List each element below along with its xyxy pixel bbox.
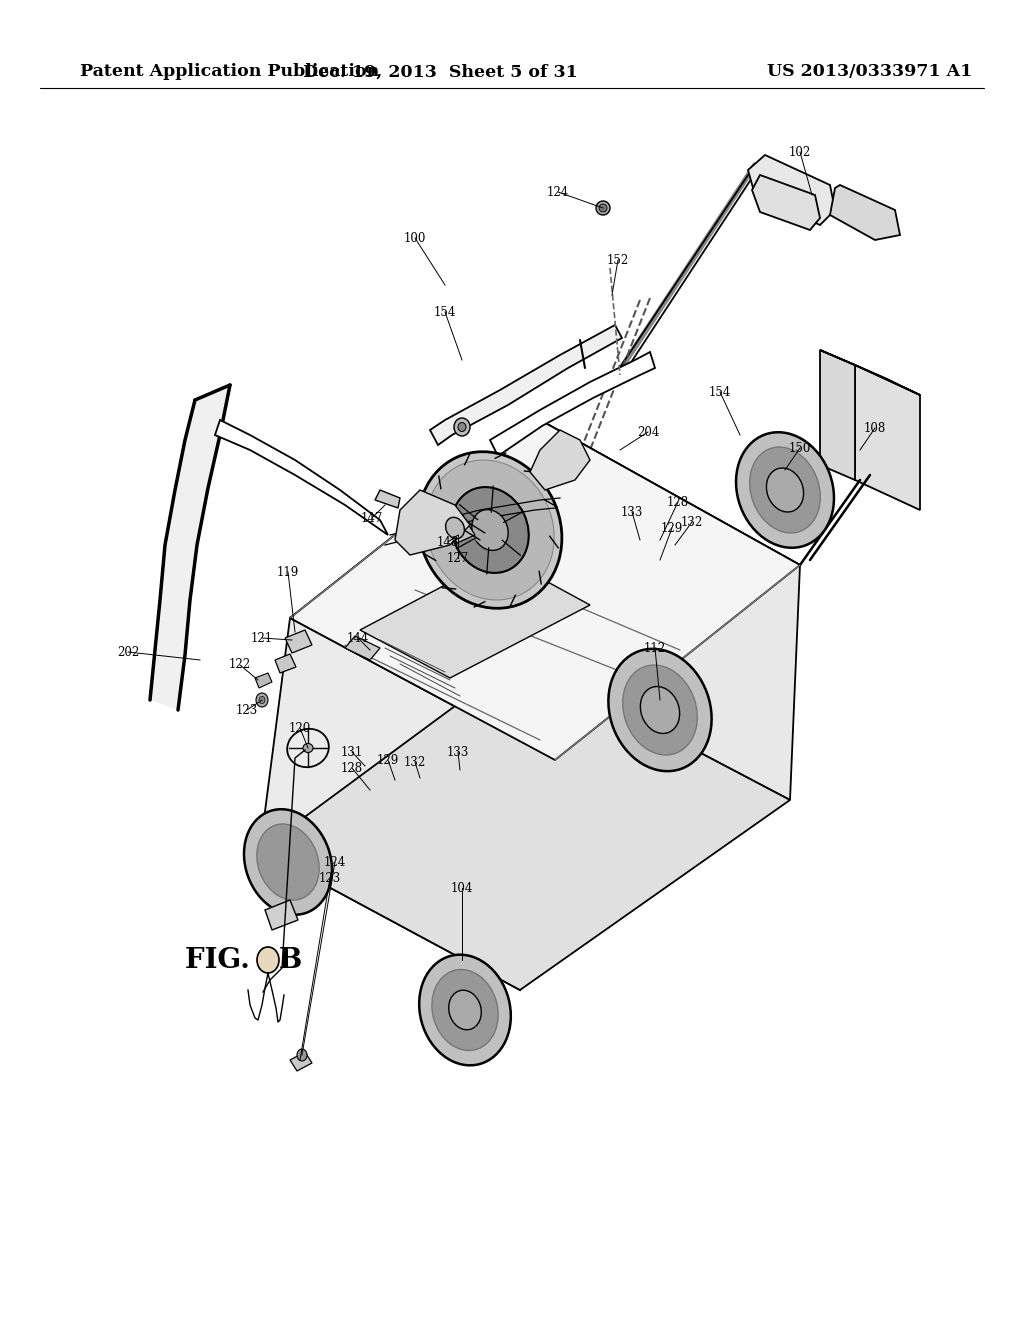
Polygon shape [290,1052,312,1071]
Text: 131: 131 [341,746,364,759]
Ellipse shape [452,487,528,573]
Ellipse shape [303,743,313,752]
Text: 112: 112 [644,642,666,655]
Text: 123: 123 [318,871,341,884]
Ellipse shape [259,697,265,704]
Ellipse shape [750,447,820,533]
Text: 121: 121 [251,631,273,644]
Polygon shape [255,673,272,688]
Ellipse shape [432,969,498,1051]
Text: 154: 154 [709,385,731,399]
Polygon shape [520,420,800,800]
Ellipse shape [472,510,508,550]
Text: 104: 104 [451,882,473,895]
Polygon shape [748,154,835,224]
Text: 119: 119 [276,565,299,578]
Polygon shape [820,350,920,395]
Text: 127: 127 [446,552,469,565]
Polygon shape [265,900,298,931]
Text: 152: 152 [607,253,629,267]
Text: 133: 133 [621,506,643,519]
Ellipse shape [418,451,562,609]
Polygon shape [495,556,530,579]
Polygon shape [150,385,230,710]
Text: 202: 202 [117,645,139,659]
Text: 204: 204 [637,425,659,438]
Text: 129: 129 [377,754,399,767]
Ellipse shape [419,954,511,1065]
Text: 148: 148 [437,536,459,549]
Text: 154: 154 [434,305,456,318]
Ellipse shape [454,418,470,436]
Polygon shape [285,630,312,653]
Text: 120: 120 [289,722,311,734]
Ellipse shape [256,693,268,708]
Ellipse shape [640,686,680,734]
Ellipse shape [608,649,712,771]
Polygon shape [360,556,590,678]
Ellipse shape [426,461,554,601]
Ellipse shape [449,990,481,1030]
Text: 108: 108 [864,421,886,434]
Text: FIG. 2B: FIG. 2B [185,946,302,974]
Polygon shape [290,420,800,760]
Polygon shape [345,636,380,660]
Text: 128: 128 [667,495,689,508]
Text: 102: 102 [788,145,811,158]
Text: 128: 128 [341,762,364,775]
Ellipse shape [297,1049,307,1061]
Text: 147: 147 [360,511,383,524]
Text: US 2013/0333971 A1: US 2013/0333971 A1 [767,63,973,81]
Text: 124: 124 [324,855,346,869]
Polygon shape [830,185,900,240]
Text: 100: 100 [403,231,426,244]
Text: 129: 129 [660,521,683,535]
Text: 122: 122 [229,659,251,672]
Ellipse shape [244,809,332,915]
Ellipse shape [736,432,834,548]
Ellipse shape [458,422,466,432]
Polygon shape [530,430,590,490]
Polygon shape [820,350,855,480]
Ellipse shape [623,665,697,755]
Text: Patent Application Publication: Patent Application Publication [80,63,379,81]
Ellipse shape [766,469,804,512]
Ellipse shape [599,205,607,213]
Polygon shape [430,325,622,445]
Polygon shape [855,366,920,510]
Ellipse shape [596,201,610,215]
Polygon shape [450,524,475,543]
Polygon shape [260,618,555,990]
Text: 133: 133 [446,746,469,759]
Text: 144: 144 [347,631,370,644]
Text: 132: 132 [681,516,703,528]
Text: Dec. 19, 2013  Sheet 5 of 31: Dec. 19, 2013 Sheet 5 of 31 [303,63,578,81]
Ellipse shape [257,824,319,900]
Ellipse shape [257,946,279,973]
Polygon shape [490,352,655,455]
Text: 150: 150 [788,441,811,454]
Polygon shape [215,420,388,535]
Text: 132: 132 [403,755,426,768]
Ellipse shape [445,517,465,539]
Polygon shape [395,490,470,554]
Polygon shape [275,653,296,673]
Polygon shape [290,420,800,760]
Polygon shape [752,176,820,230]
Text: 123: 123 [236,704,258,717]
Polygon shape [260,657,790,990]
Polygon shape [375,490,400,508]
Text: 124: 124 [547,186,569,198]
